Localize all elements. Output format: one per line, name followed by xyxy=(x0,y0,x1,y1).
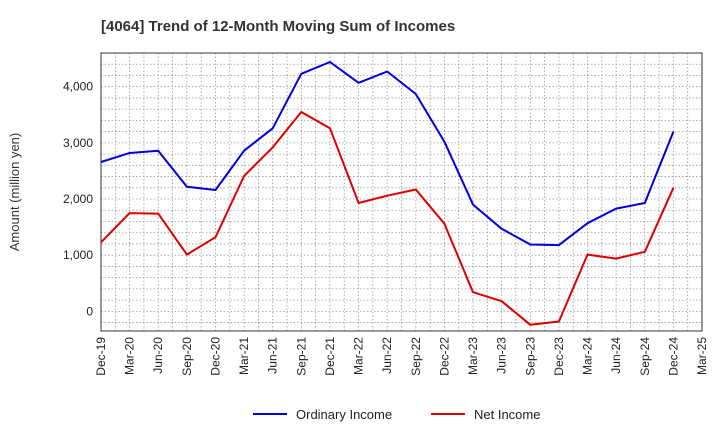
y-tick-label: 0 xyxy=(86,304,93,318)
x-tick-label: Mar-20 xyxy=(123,337,137,375)
legend-label: Ordinary Income xyxy=(296,407,392,422)
y-tick-label: 4,000 xyxy=(63,80,93,94)
horizontal-gridlines xyxy=(101,63,702,323)
x-tick-label: Sep-21 xyxy=(294,337,308,376)
series-line-1 xyxy=(100,111,675,326)
x-tick-label: Dec-19 xyxy=(94,337,108,376)
x-tick-label: Sep-23 xyxy=(523,337,537,376)
x-tick-label: Dec-21 xyxy=(323,337,337,376)
y-tick-label: 3,000 xyxy=(63,136,93,150)
plot-frame xyxy=(100,52,703,332)
x-tick-label: Mar-23 xyxy=(466,337,480,375)
y-axis-label: Amount (million yen) xyxy=(7,133,22,252)
legend-label: Net Income xyxy=(474,407,540,422)
series-line-0 xyxy=(100,61,675,247)
chart-title: [4064] Trend of 12-Month Moving Sum of I… xyxy=(101,18,455,35)
x-tick-label: Dec-22 xyxy=(437,337,451,376)
y-tick-label: 1,000 xyxy=(63,248,93,262)
x-tick-label: Dec-20 xyxy=(208,337,222,376)
x-tick-label: Sep-20 xyxy=(180,337,194,376)
x-tick-label: Jun-24 xyxy=(609,337,623,374)
series-lines xyxy=(100,61,675,326)
x-tick-label: Jun-21 xyxy=(266,337,280,374)
x-tick-label: Sep-22 xyxy=(409,337,423,376)
legend: Ordinary Income Net Income xyxy=(253,407,540,422)
x-tick-label: Mar-24 xyxy=(581,337,595,375)
x-tick-label: Mar-25 xyxy=(695,337,709,375)
x-tick-label: Jun-20 xyxy=(151,337,165,374)
x-tick-label: Jun-23 xyxy=(495,337,509,374)
x-tick-label: Mar-21 xyxy=(237,337,251,375)
x-tick-label: Mar-22 xyxy=(352,337,366,375)
x-tick-label: Dec-24 xyxy=(666,337,680,376)
x-tick-label: Dec-23 xyxy=(552,337,566,376)
y-tick-labels: 0 1,000 2,000 3,000 4,000 xyxy=(63,80,93,319)
x-tick-labels: Dec-19 Mar-20 Jun-20 Sep-20 Dec-20 Mar-21 Jun-… xyxy=(94,337,709,376)
x-tick-label: Sep-24 xyxy=(638,337,652,376)
y-tick-label: 2,000 xyxy=(63,192,93,206)
x-tick-label: Jun-22 xyxy=(380,337,394,374)
